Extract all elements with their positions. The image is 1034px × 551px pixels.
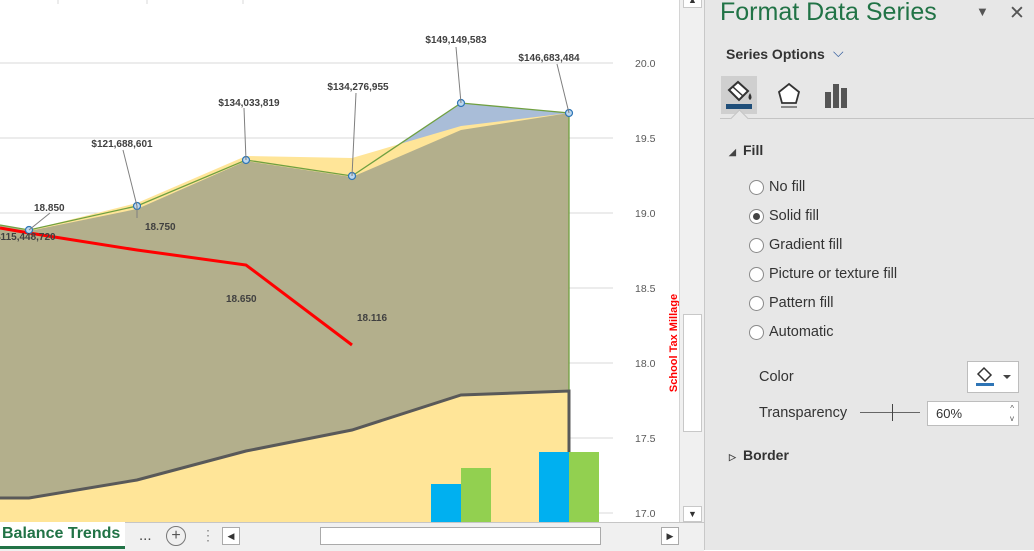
scroll-up-arrow[interactable]: ▲: [683, 0, 702, 8]
bar-green-1[interactable]: [461, 468, 491, 522]
axis-title: School Tax Millage: [668, 294, 679, 392]
slider-thumb[interactable]: [892, 404, 893, 421]
millage-line[interactable]: [0, 226, 353, 347]
value-label: $115,448,720: [0, 232, 56, 243]
splitter-handle[interactable]: ⋮: [201, 527, 215, 543]
color-label: Color: [759, 369, 794, 385]
transparency-value: 60%: [936, 406, 963, 421]
y-tick-label: 17.0: [635, 508, 656, 520]
scroll-down-arrow[interactable]: ▼: [683, 506, 702, 522]
olive-area[interactable]: [0, 113, 569, 498]
chevron-down-icon[interactable]: ▼: [976, 4, 989, 19]
paint-bucket-icon: [976, 366, 993, 383]
chart-area[interactable]: $149,149,583 $146,683,484 $134,033,819 $…: [0, 0, 679, 522]
border-section-label: Border: [743, 447, 789, 463]
chart-plot[interactable]: $149,149,583 $146,683,484 $134,033,819 $…: [0, 0, 679, 522]
chevron-down-icon[interactable]: ⌵: [833, 44, 844, 60]
y-tick-label: 20.0: [635, 58, 656, 70]
value-label: $146,683,484: [518, 53, 580, 64]
lower-yellow-area[interactable]: [0, 391, 569, 522]
millage-label: 18.750: [145, 222, 176, 233]
olive-series-line[interactable]: [0, 102, 570, 391]
lower-area-outline: [0, 389, 571, 522]
value-label: $134,033,819: [218, 98, 280, 109]
fill-section-label: Fill: [743, 142, 764, 158]
vertical-scrollbar[interactable]: ▲ ▼: [679, 0, 704, 522]
transparency-input[interactable]: 60% ^ v: [927, 401, 1019, 426]
series-options-icon[interactable]: [819, 76, 855, 114]
radio-button[interactable]: [749, 180, 764, 195]
y-tick-label: 18.5: [635, 283, 656, 295]
scroll-left-arrow[interactable]: ◀: [222, 527, 240, 545]
format-pane: Format Data Series ▼ ✕ Series Options ⌵ …: [704, 0, 1034, 550]
radio-button[interactable]: [749, 325, 764, 340]
fill-section-header[interactable]: ◢ Fill: [729, 142, 764, 158]
scroll-right-arrow[interactable]: ▶: [661, 527, 679, 545]
y-tick-label: 18.0: [635, 358, 656, 370]
y-tick-label: 17.5: [635, 433, 656, 445]
pane-title: Format Data Series: [720, 0, 937, 26]
spin-up-icon[interactable]: ^: [1010, 404, 1014, 413]
add-sheet-button[interactable]: +: [166, 526, 186, 546]
border-section-header[interactable]: ▷ Border: [729, 447, 789, 463]
bar-blue-1[interactable]: [431, 484, 461, 522]
radio-button[interactable]: [749, 209, 764, 224]
fill-line-icon[interactable]: [721, 76, 757, 114]
radio-button[interactable]: [749, 238, 764, 253]
sheet-bar: Balance Trends ... + ⋮ ◀ ▶: [0, 522, 704, 551]
millage-label: 18.116: [357, 313, 387, 324]
more-sheets-button[interactable]: ...: [139, 527, 152, 544]
y-tick-label: 19.0: [635, 208, 656, 220]
radio-button[interactable]: [749, 296, 764, 311]
value-label: $149,149,583: [425, 35, 487, 46]
transparency-slider[interactable]: [860, 412, 920, 413]
radio-button[interactable]: [749, 267, 764, 282]
millage-label: 18.650: [226, 294, 257, 305]
value-label: $134,276,955: [327, 82, 389, 93]
value-label: $121,688,601: [91, 139, 153, 150]
y-tick-label: 19.5: [635, 133, 656, 145]
close-icon[interactable]: ✕: [1009, 3, 1025, 24]
series-options-dropdown[interactable]: Series Options: [726, 46, 825, 62]
bar-blue-2[interactable]: [539, 452, 569, 522]
bar-green-2[interactable]: [569, 452, 599, 522]
transparency-label: Transparency: [759, 405, 848, 421]
horizontal-scroll-thumb[interactable]: [320, 527, 601, 545]
leader-lines: [28, 46, 570, 231]
effects-icon[interactable]: [771, 76, 807, 114]
millage-label: 18.850: [34, 203, 65, 214]
chevron-down-icon: [1003, 375, 1011, 379]
color-picker-button[interactable]: [967, 361, 1019, 393]
scroll-thumb[interactable]: [683, 314, 702, 432]
sheet-tab-balance-trends[interactable]: Balance Trends: [0, 522, 125, 549]
spin-down-icon[interactable]: v: [1010, 414, 1014, 423]
